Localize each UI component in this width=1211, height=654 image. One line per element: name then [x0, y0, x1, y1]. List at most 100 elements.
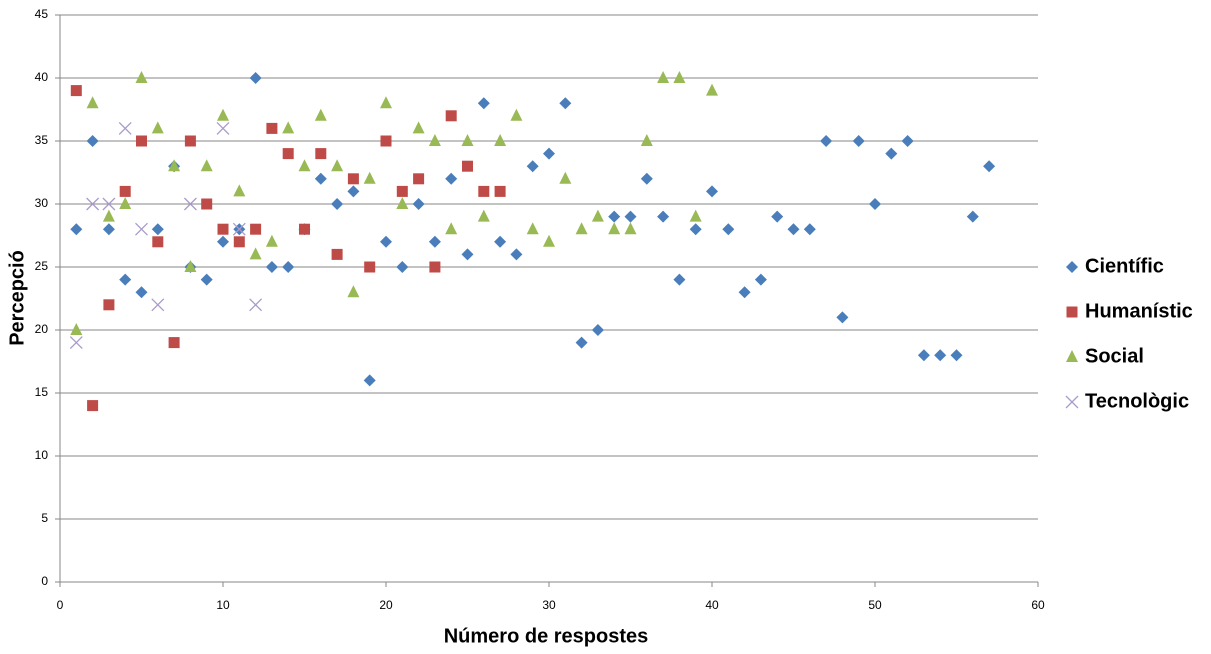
- point: [184, 135, 196, 147]
- point: [200, 273, 213, 286]
- point: [477, 97, 490, 110]
- point: [250, 223, 262, 235]
- point: [657, 71, 670, 83]
- point: [184, 260, 197, 272]
- point: [183, 197, 197, 211]
- x-tick-label: 40: [705, 598, 719, 612]
- point: [575, 336, 588, 349]
- legend-marker: [1066, 350, 1078, 362]
- point: [396, 185, 408, 197]
- point: [543, 234, 555, 247]
- point: [966, 210, 979, 223]
- point: [983, 160, 996, 173]
- point: [70, 85, 82, 97]
- point: [445, 110, 457, 122]
- point: [282, 121, 295, 134]
- point: [282, 148, 294, 160]
- point: [689, 209, 702, 222]
- point: [136, 135, 147, 147]
- point: [103, 299, 115, 311]
- legend-text: Social: [1085, 345, 1144, 367]
- point: [151, 121, 164, 134]
- point: [152, 236, 164, 248]
- point: [428, 235, 441, 248]
- y-tick-label: 20: [35, 322, 49, 336]
- point: [445, 222, 458, 235]
- point: [86, 135, 99, 147]
- y-tick-label: 25: [35, 259, 49, 273]
- point: [706, 185, 718, 198]
- point: [151, 223, 164, 236]
- point: [591, 324, 604, 336]
- point: [233, 184, 246, 197]
- point: [265, 234, 278, 247]
- point: [135, 71, 148, 83]
- point: [331, 198, 344, 210]
- point: [445, 172, 458, 185]
- x-tick-label: 20: [379, 598, 393, 612]
- point: [298, 159, 311, 172]
- point: [102, 197, 116, 211]
- point: [706, 83, 718, 96]
- point: [640, 134, 653, 146]
- point: [396, 261, 409, 273]
- point: [608, 210, 621, 223]
- point: [119, 185, 131, 197]
- point: [494, 185, 506, 197]
- point: [462, 160, 473, 172]
- point: [934, 349, 947, 362]
- point: [543, 147, 555, 160]
- point: [217, 108, 229, 121]
- point: [86, 96, 99, 109]
- point: [314, 172, 327, 185]
- y-tick-label: 15: [35, 385, 49, 399]
- y-tick-label: 35: [35, 133, 49, 147]
- y-axis-title: Percepció: [6, 250, 28, 346]
- point: [70, 323, 83, 335]
- point: [363, 171, 376, 184]
- x-tick-label: 10: [216, 598, 230, 612]
- legend-text: Tecnològic: [1085, 390, 1189, 412]
- point: [380, 135, 392, 147]
- point: [885, 147, 898, 160]
- point: [216, 121, 230, 135]
- point: [673, 71, 686, 83]
- point: [217, 235, 229, 248]
- point: [249, 72, 262, 84]
- point: [461, 248, 474, 261]
- point: [249, 247, 262, 260]
- point: [901, 135, 914, 147]
- point: [869, 198, 881, 210]
- point: [608, 222, 621, 235]
- point: [135, 222, 148, 236]
- y-tick-label: 0: [41, 574, 48, 588]
- point: [102, 209, 115, 222]
- point: [396, 197, 409, 209]
- point: [657, 210, 670, 223]
- point: [266, 122, 278, 134]
- point: [738, 286, 751, 299]
- x-tick-label: 0: [57, 598, 64, 612]
- point: [233, 236, 245, 248]
- point: [559, 97, 572, 110]
- point: [118, 121, 132, 135]
- point: [836, 311, 849, 324]
- x-tick-label: 60: [1031, 598, 1045, 612]
- point: [477, 209, 490, 222]
- point: [249, 298, 263, 312]
- point: [429, 261, 441, 273]
- y-tick-label: 30: [35, 196, 49, 210]
- point: [135, 286, 148, 299]
- point: [461, 134, 474, 146]
- point: [820, 135, 833, 147]
- point: [168, 159, 181, 172]
- y-tick-label: 5: [41, 511, 48, 525]
- point: [494, 235, 507, 248]
- point: [526, 222, 539, 235]
- legend-marker: [1065, 395, 1079, 409]
- point: [151, 298, 165, 312]
- point: [201, 198, 213, 210]
- point: [771, 210, 784, 223]
- point: [299, 223, 310, 235]
- point: [265, 261, 278, 273]
